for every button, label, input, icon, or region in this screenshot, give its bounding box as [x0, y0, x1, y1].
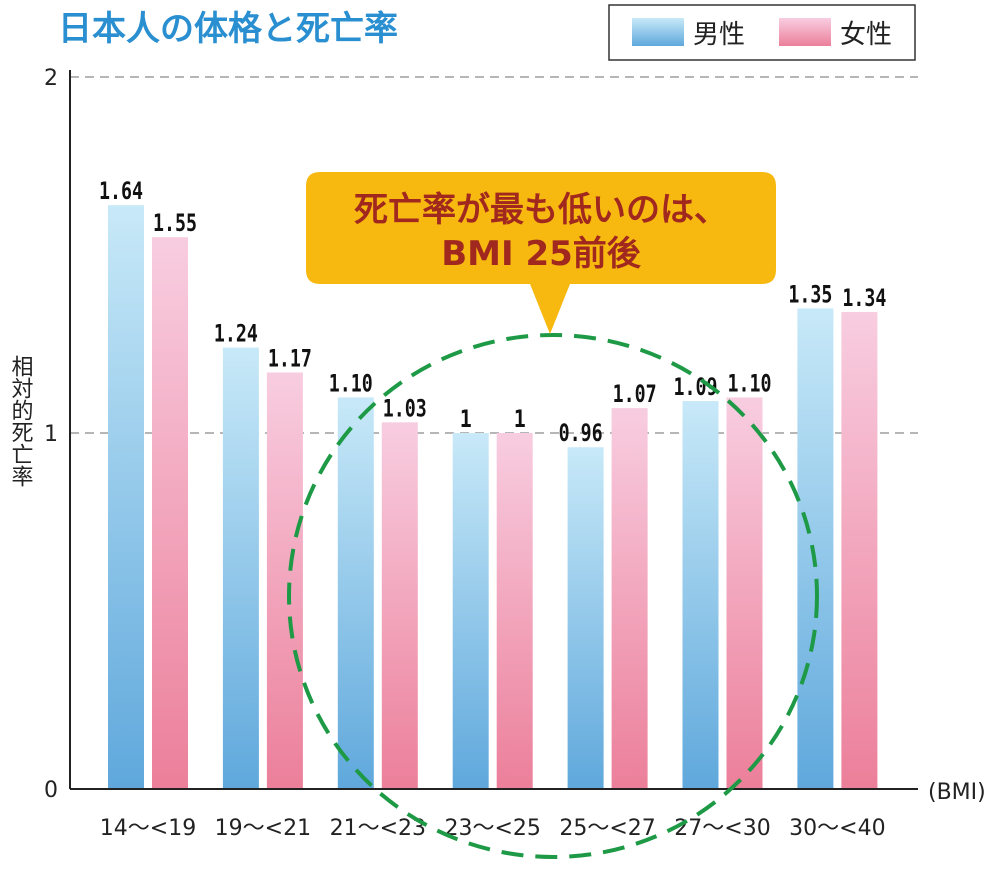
bar-male [797, 308, 834, 789]
bars: 1.641.551.241.171.101.03 1 10.961.07 1.09 1.… [99, 177, 886, 789]
bar-female [611, 408, 648, 789]
data-label-male: 1.10 [329, 369, 373, 397]
callout-line1: 死亡率が最も低いのは、 [354, 190, 728, 230]
bar-female [381, 422, 418, 789]
x-tick-label: 27〜<30 [674, 816, 770, 841]
data-label-male: 1.35 [788, 280, 832, 308]
bar-female [266, 372, 303, 789]
data-label-male: 0.96 [559, 419, 603, 447]
legend: 男性 女性 [608, 4, 916, 61]
y-ticks: 0 1 2 [44, 66, 58, 803]
data-label-female: 1.03 [383, 394, 427, 422]
data-label-female: 1.34 [842, 284, 886, 312]
x-ticks: 14〜<19 19〜<21 21〜<23 23〜<25 25〜<27 27〜<30 30〜<… [100, 816, 886, 841]
x-tick-label: 30〜<40 [789, 816, 885, 841]
bar-female [496, 433, 533, 789]
bar-male [222, 347, 259, 789]
x-tick-label: 19〜<21 [215, 816, 311, 841]
y-tick-label: 1 [44, 422, 58, 447]
callout: 死亡率が最も低いのは、 BMI 25前後 [306, 172, 776, 334]
x-axis-label: (BMI) [928, 780, 986, 805]
bar-female [152, 237, 188, 789]
x-tick-label: 14〜<19 [100, 816, 196, 841]
data-label-female: 1 [514, 405, 526, 433]
y-tick-label: 0 [44, 778, 58, 803]
legend-swatch-male [632, 18, 684, 46]
data-label-male: 1 [460, 405, 472, 433]
x-tick-label: 25〜<27 [559, 816, 655, 841]
bar-female [841, 311, 878, 789]
bar-male [452, 433, 489, 789]
data-label-male: 1.24 [214, 320, 258, 348]
legend-swatch-female [779, 18, 831, 46]
x-tick-label: 23〜<25 [444, 816, 540, 841]
data-label-female: 1.55 [153, 209, 197, 237]
data-label-female: 1.07 [613, 380, 657, 408]
data-label-female: 1.17 [268, 344, 312, 372]
legend-label-female: 女性 [840, 20, 892, 50]
chart-title: 日本人の体格と死亡率 [58, 9, 398, 49]
callout-line2: BMI 25前後 [441, 234, 642, 274]
y-axis-label: 相対的死亡率 [8, 355, 34, 487]
bar-male [337, 397, 374, 789]
bar-male [682, 400, 719, 789]
x-tick-label: 21〜<23 [330, 816, 426, 841]
y-tick-label: 2 [44, 66, 58, 91]
data-label-male: 1.64 [99, 177, 143, 205]
callout-bubble [306, 172, 776, 334]
data-label-female: 1.10 [728, 369, 772, 397]
bar-male [108, 205, 144, 789]
bar-male [567, 447, 604, 789]
highlight-circle [287, 333, 819, 859]
legend-label-male: 男性 [693, 20, 745, 50]
grid [70, 76, 918, 434]
bar-female [726, 397, 763, 789]
